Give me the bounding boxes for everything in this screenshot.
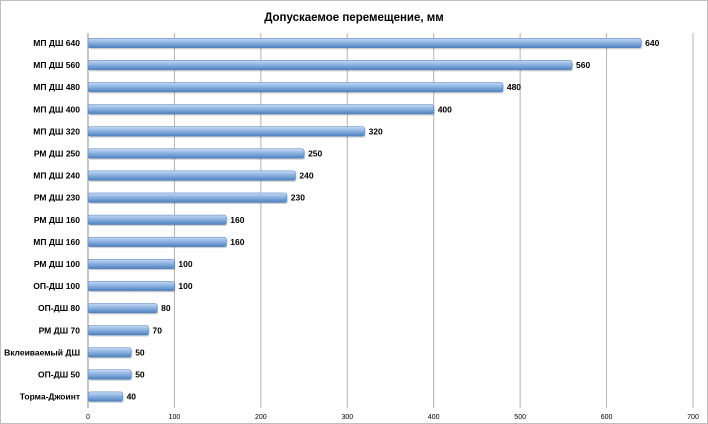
category-label: МП ДШ 560 bbox=[33, 60, 80, 70]
category-label: ОП-ДШ 80 bbox=[38, 303, 80, 313]
data-label: 240 bbox=[299, 171, 313, 181]
bars bbox=[87, 38, 643, 403]
data-label: 100 bbox=[178, 281, 192, 291]
data-label: 230 bbox=[291, 193, 305, 203]
category-label: РМ ДШ 160 bbox=[34, 215, 80, 225]
bar bbox=[87, 391, 123, 402]
data-label: 320 bbox=[369, 126, 383, 136]
x-tick-label: 400 bbox=[428, 414, 440, 421]
data-label: 560 bbox=[576, 60, 590, 70]
labels: МП ДШ 640 640 МП ДШ 560 560 МП ДШ 480 480 МП Д… bbox=[4, 38, 660, 402]
bar bbox=[87, 170, 296, 181]
category-label: ОП-ДШ 50 bbox=[38, 370, 80, 380]
data-label: 100 bbox=[178, 259, 192, 269]
bar bbox=[87, 369, 132, 380]
data-label: 70 bbox=[153, 325, 163, 335]
category-label: МП ДШ 480 bbox=[33, 82, 80, 92]
category-label: МП ДШ 400 bbox=[33, 104, 80, 114]
data-label: 250 bbox=[308, 149, 322, 159]
category-label: РМ ДШ 250 bbox=[34, 149, 80, 159]
bar bbox=[87, 82, 504, 93]
grid-lines bbox=[87, 33, 694, 408]
x-tick-label: 600 bbox=[601, 414, 613, 421]
data-label: 80 bbox=[161, 303, 171, 313]
category-label: МП ДШ 240 bbox=[33, 171, 80, 181]
category-label: ОП-ДШ 100 bbox=[33, 281, 80, 291]
bar bbox=[87, 236, 227, 247]
data-label: 640 bbox=[645, 38, 659, 48]
x-axis-ticks: 0 100 200 300 400 500 600 700 bbox=[86, 414, 699, 421]
data-label: 40 bbox=[127, 392, 137, 402]
x-tick-label: 100 bbox=[169, 414, 181, 421]
bar bbox=[87, 126, 365, 137]
bar bbox=[87, 347, 132, 358]
bar bbox=[87, 281, 175, 292]
bar bbox=[87, 192, 288, 203]
chart-title: Допускаемое перемещение, мм bbox=[264, 12, 444, 24]
x-tick-label: 700 bbox=[687, 414, 699, 421]
data-label: 50 bbox=[135, 347, 145, 357]
category-label: МП ДШ 640 bbox=[33, 38, 80, 48]
x-tick-label: 200 bbox=[255, 414, 267, 421]
bar bbox=[87, 303, 158, 314]
data-label: 480 bbox=[507, 82, 521, 92]
data-label: 400 bbox=[438, 104, 452, 114]
category-label: МП ДШ 160 bbox=[33, 237, 80, 247]
x-tick-label: 300 bbox=[341, 414, 353, 421]
category-label: МП ДШ 320 bbox=[33, 126, 80, 136]
category-label: Вклеиваемый ДШ bbox=[4, 347, 80, 357]
category-label: Торма-Джоинт bbox=[20, 392, 80, 402]
category-label: РМ ДШ 70 bbox=[39, 325, 81, 335]
data-label: 160 bbox=[230, 237, 244, 247]
bar bbox=[87, 325, 149, 336]
x-tick-label: 0 bbox=[86, 414, 90, 421]
data-label: 50 bbox=[135, 370, 145, 380]
bar bbox=[87, 104, 434, 115]
bar bbox=[87, 60, 573, 71]
bar bbox=[87, 259, 175, 269]
bar bbox=[87, 38, 642, 48]
data-label: 160 bbox=[230, 215, 244, 225]
category-label: РМ ДШ 100 bbox=[34, 259, 80, 269]
category-label: РМ ДШ 230 bbox=[34, 193, 80, 203]
x-tick-label: 500 bbox=[514, 414, 526, 421]
bar bbox=[87, 148, 305, 159]
bar bbox=[87, 214, 227, 225]
